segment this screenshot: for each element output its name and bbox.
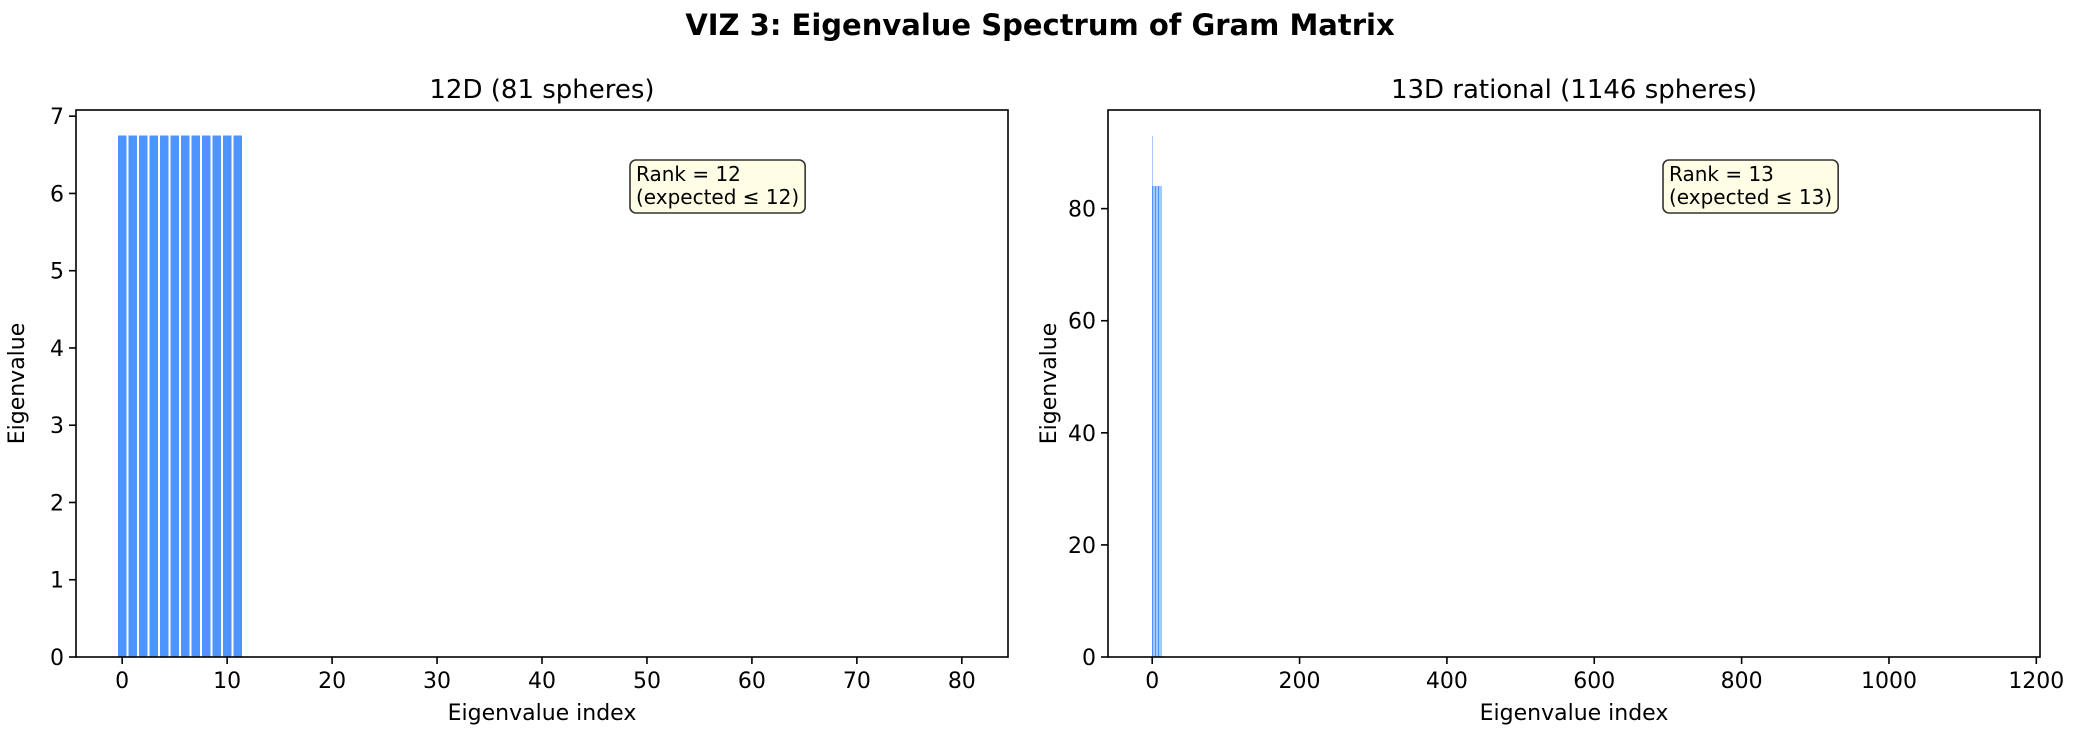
figure-title: VIZ 3: Eigenvalue Spectrum of Gram Matri…	[685, 8, 1395, 42]
x-tick-label: 20	[318, 669, 346, 694]
y-tick-label: 60	[1068, 310, 1096, 335]
x-tick-label: 200	[1279, 669, 1321, 694]
panel-title: 13D rational (1146 spheres)	[1391, 75, 1757, 105]
y-tick-label: 3	[50, 414, 64, 439]
bar	[222, 135, 232, 658]
y-tick-label: 2	[50, 491, 64, 516]
x-tick-label: 0	[1145, 669, 1159, 694]
annotation-rank: Rank = 13	[1669, 162, 1774, 186]
x-tick-label: 40	[528, 669, 556, 694]
annotation-rank: Rank = 12	[636, 162, 741, 186]
bar	[159, 135, 169, 658]
annotation-expected: (expected ≤ 13)	[1669, 185, 1832, 209]
x-tick-label: 50	[633, 669, 661, 694]
x-tick-label: 80	[948, 669, 976, 694]
x-tick-label: 70	[843, 669, 871, 694]
x-axis-label: Eigenvalue index	[448, 701, 637, 726]
bar	[1154, 186, 1156, 657]
y-axis-label: Eigenvalue	[5, 323, 30, 445]
y-tick-label: 7	[50, 105, 64, 130]
bar	[1155, 186, 1157, 657]
x-tick-label: 400	[1426, 669, 1468, 694]
x-tick-label: 600	[1573, 669, 1615, 694]
chart-panel-2: 0 200 400 600 800 1000 1200 0 20 40 60 80 13D ration…	[1037, 75, 2064, 726]
bar	[1157, 186, 1159, 657]
bar	[117, 135, 127, 658]
x-tick-label: 30	[423, 669, 451, 694]
y-tick-label: 1	[50, 569, 64, 594]
bar	[1154, 186, 1155, 657]
annotation-box: Rank = 13(expected ≤ 13)	[1662, 159, 1839, 214]
x-tick-label: 800	[1721, 669, 1763, 694]
bar	[1160, 186, 1162, 657]
plot-frame	[1107, 109, 2041, 658]
bar	[138, 135, 148, 658]
annotation-frame	[629, 159, 806, 214]
bar	[1153, 186, 1154, 657]
bar	[1160, 186, 1161, 657]
y-tick-label: 4	[50, 337, 64, 362]
annotation-frame	[1662, 159, 1839, 214]
x-tick-label: 10	[213, 669, 241, 694]
bar	[1158, 186, 1160, 657]
bar	[212, 135, 221, 658]
y-axis-label: Eigenvalue	[1037, 323, 1062, 445]
bar	[149, 135, 158, 658]
bar	[1151, 135, 1153, 657]
bar	[1159, 186, 1160, 657]
bar	[1156, 186, 1157, 657]
x-tick-label: 60	[738, 669, 766, 694]
bar	[170, 135, 179, 658]
annotation-box: Rank = 12(expected ≤ 12)	[629, 159, 806, 214]
y-tick-label: 5	[50, 260, 64, 285]
y-tick-label: 80	[1068, 198, 1096, 223]
y-tick-label: 20	[1068, 534, 1096, 559]
bar	[128, 135, 137, 658]
y-tick-label: 6	[50, 182, 64, 207]
x-tick-label: 0	[115, 669, 129, 694]
chart-panel-1: 0 10 20 30 40 50 60 70 80 0 1 2 3 4 5 6 7 12D (81 spheres…	[5, 75, 1009, 726]
bar	[1157, 186, 1158, 657]
x-axis-label: Eigenvalue index	[1480, 701, 1669, 726]
bar	[1152, 186, 1154, 657]
y-tick-label: 0	[1082, 646, 1096, 671]
y-tick-label: 40	[1068, 422, 1096, 447]
bar	[201, 135, 211, 658]
bar	[233, 135, 242, 658]
annotation-expected: (expected ≤ 12)	[636, 185, 799, 209]
x-tick-label: 1000	[1861, 669, 1917, 694]
y-tick-label: 0	[50, 646, 64, 671]
panel-title: 12D (81 spheres)	[429, 75, 654, 105]
bar	[191, 135, 200, 658]
bar	[180, 135, 190, 658]
x-tick-label: 1200	[2008, 669, 2064, 694]
